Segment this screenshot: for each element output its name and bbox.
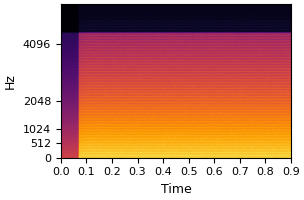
- X-axis label: Time: Time: [161, 183, 191, 196]
- Y-axis label: Hz: Hz: [4, 73, 17, 89]
